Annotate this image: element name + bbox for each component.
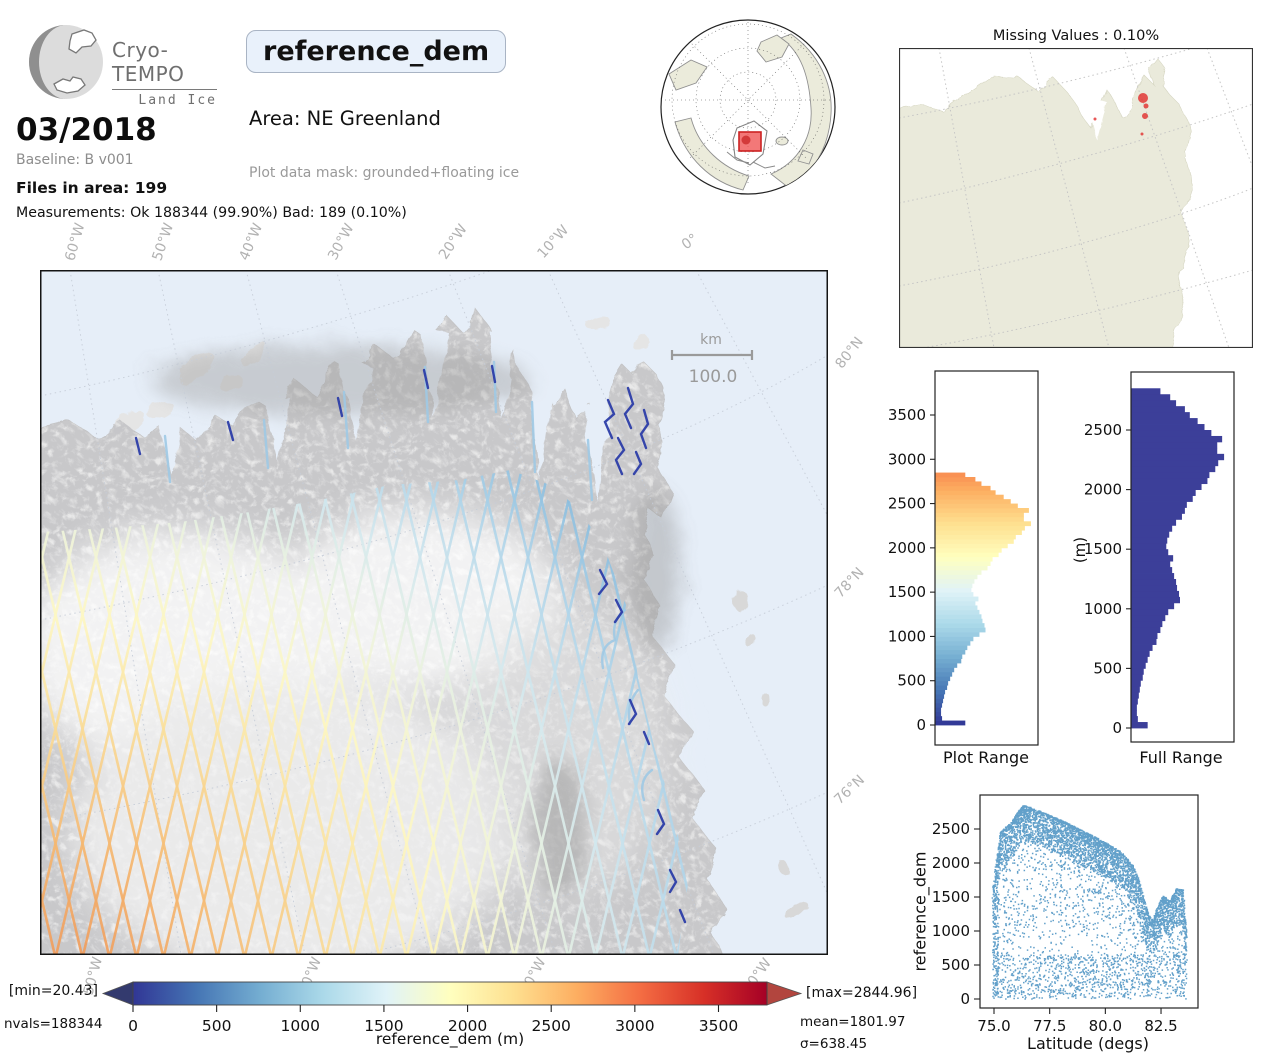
svg-text:1000: 1000 — [281, 1017, 320, 1035]
globe-land — [665, 20, 832, 191]
svg-text:2500: 2500 — [1084, 421, 1122, 439]
svg-text:2000: 2000 — [1084, 481, 1122, 499]
svg-text:1500: 1500 — [932, 888, 970, 906]
missing-values-map — [899, 48, 1253, 348]
svg-text:500: 500 — [941, 956, 970, 974]
mv-land — [899, 57, 1194, 348]
missing-values-title: Missing Values : 0.10% — [992, 28, 1160, 44]
colorbar-mean-label: mean=1801.97 — [800, 1014, 906, 1030]
variable-title: reference_dem — [246, 30, 507, 73]
svg-text:82.5: 82.5 — [1144, 1017, 1177, 1035]
dem-vs-latitude-scatter: 75.0 77.5 80.0 82.5 0 500 1000 1500 2000 2500 — [932, 794, 1199, 1035]
svg-text:0: 0 — [1112, 719, 1122, 737]
colorbar-sigma-label: σ=638.45 — [800, 1036, 868, 1052]
colorbar-min-label: [min=20.43] — [8, 983, 98, 999]
svg-text:1000: 1000 — [1084, 600, 1122, 618]
map-graticule — [40, 270, 828, 955]
scalebar-unit: km — [700, 332, 722, 348]
scalebar-value: 100.0 — [689, 367, 738, 387]
full-range-ylabel: (m) — [1071, 537, 1089, 563]
svg-text:3500: 3500 — [699, 1017, 738, 1035]
svg-text:75.0: 75.0 — [977, 1017, 1010, 1035]
longitude-label: 60°W — [62, 221, 89, 263]
svg-text:1500: 1500 — [888, 583, 926, 601]
longitude-label: 50°W — [149, 221, 178, 263]
svg-text:0: 0 — [128, 1017, 138, 1035]
area-label: Area: NE Greenland — [249, 107, 441, 130]
latitude-label: 80°N — [832, 334, 867, 372]
latitude-label: 76°N — [831, 772, 869, 808]
colorbar-nvals-label: nvals=188344 — [4, 1016, 103, 1032]
mv-border — [899, 48, 1253, 348]
svg-text:1000: 1000 — [932, 922, 970, 940]
cryo-tempo-logo — [29, 25, 103, 99]
map-scalebar: km 100.0 — [670, 332, 754, 387]
globe-locator-map — [660, 19, 836, 195]
svg-text:2500: 2500 — [531, 1017, 570, 1035]
colorbar-axis-label: reference_dem (m) — [375, 1030, 525, 1048]
globe-graticule — [665, 20, 831, 186]
svg-text:3500: 3500 — [888, 406, 926, 424]
svg-text:1000: 1000 — [888, 627, 926, 645]
svg-text:2500: 2500 — [888, 495, 926, 513]
low-elevation-glacier-tracks — [134, 364, 687, 924]
svg-text:1500: 1500 — [364, 1017, 403, 1035]
measurements-summary: Measurements: Ok 188344 (99.90%) Bad: 18… — [16, 205, 407, 221]
colorbar: 0 500 1000 1500 2000 2500 3000 3500 — [101, 981, 803, 1035]
svg-text:1500: 1500 — [1084, 540, 1122, 558]
svg-text:2000: 2000 — [932, 854, 970, 872]
logo-antarctica — [53, 76, 86, 94]
svg-text:3000: 3000 — [888, 450, 926, 468]
svg-text:2000: 2000 — [888, 539, 926, 557]
svg-text:2000: 2000 — [448, 1017, 487, 1035]
svg-text:500: 500 — [1093, 659, 1122, 677]
logo-greenland — [68, 29, 97, 54]
longitude-label: 10°W — [534, 222, 573, 262]
globe-area-dot — [741, 135, 751, 145]
colorbar-max-label: [max=2844.96] — [806, 985, 918, 1001]
svg-text:0: 0 — [916, 716, 926, 734]
latitude-label: 78°N — [831, 564, 868, 602]
svg-text:77.5: 77.5 — [1033, 1017, 1066, 1035]
scatter-xlabel: Latitude (degs) — [1027, 1034, 1149, 1053]
baseline-label: Baseline: B v001 — [16, 152, 134, 168]
period-label: 03/2018 — [16, 112, 157, 148]
brand-block: Cryo-TEMPO Land Ice — [112, 38, 217, 108]
svg-text:0: 0 — [960, 990, 970, 1008]
main-map: km 100.0 — [40, 270, 828, 955]
brand-subtitle: Land Ice — [138, 93, 217, 108]
svg-text:3000: 3000 — [615, 1017, 654, 1035]
logo-crescent — [29, 25, 66, 99]
longitude-label: 20°W — [435, 221, 471, 263]
full-range-histogram: (m) 0 500 1000 1500 2000 2500 — [1071, 371, 1235, 743]
mv-graticule — [899, 48, 1253, 348]
files-count: Files in area: 199 — [16, 179, 168, 197]
svg-text:500: 500 — [202, 1017, 232, 1035]
longitude-label: 0° — [678, 230, 702, 254]
plot-range-caption: Plot Range — [943, 748, 1029, 767]
coastal-fjord-tracks — [163, 360, 654, 802]
svg-text:80.0: 80.0 — [1089, 1017, 1122, 1035]
scatter-ylabel: reference_dem — [910, 851, 930, 972]
mask-label: Plot data mask: grounded+floating ice — [249, 165, 520, 181]
longitude-label: 40°W — [236, 221, 267, 263]
plot-range-histogram: 0 500 1000 1500 2000 2500 3000 3500 — [888, 370, 1039, 746]
longitude-label: 30°W — [325, 221, 358, 263]
mv-missing-points — [1093, 93, 1149, 136]
full-range-caption: Full Range — [1139, 748, 1223, 767]
brand-name: Cryo-TEMPO — [112, 38, 217, 90]
svg-text:500: 500 — [897, 672, 926, 690]
map-border — [40, 270, 828, 955]
svg-text:2500: 2500 — [932, 820, 970, 838]
